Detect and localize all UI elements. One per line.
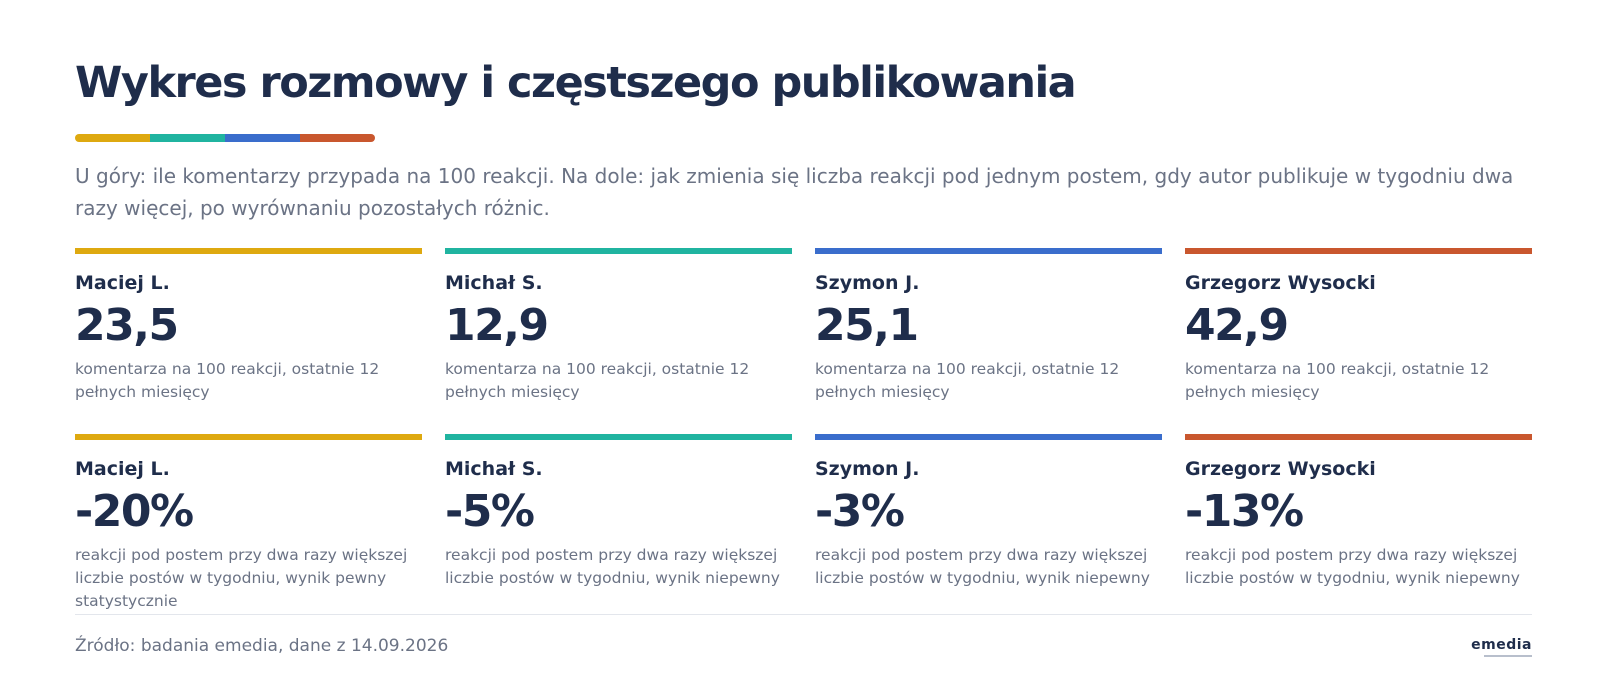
card-metric-description: reakcji pod postem przy dwa razy większe… <box>75 546 408 610</box>
card-color-bar <box>75 434 422 440</box>
card-color-bar <box>1185 248 1532 254</box>
card-metric-value: -20% <box>75 486 194 537</box>
card-metric-description: komentarza na 100 reakcji, ostatnie 12 p… <box>445 360 750 401</box>
metric-card: Szymon J. 25,1 komentarza na 100 reakcji, … <box>815 248 1162 404</box>
comments-per-reactions-row: Maciej L. 23,5 komentarza na 100 reakcji, … <box>75 248 1532 404</box>
card-metric-description: reakcji pod postem przy dwa razy większe… <box>815 546 1150 587</box>
card-metric-description: reakcji pod postem przy dwa razy większe… <box>445 546 780 587</box>
card-color-bar <box>75 248 422 254</box>
metric-card: Michał S. -5% reakcji pod postem przy dwa … <box>445 434 792 613</box>
logo-underline <box>1484 655 1532 657</box>
card-person-name: Szymon J. <box>815 458 920 480</box>
metric-card: Michał S. 12,9 komentarza na 100 reakcji, … <box>445 248 792 404</box>
page-subtitle: U góry: ile komentarzy przypada na 100 r… <box>75 164 1514 220</box>
emedia-logo: emedia <box>1471 638 1532 657</box>
card-color-bar <box>445 434 792 440</box>
card-metric-value: 42,9 <box>1185 300 1289 351</box>
metric-card: Maciej L. -20% reakcji pod postem przy dwa… <box>75 434 422 613</box>
page-title: Wykres rozmowy i częstszego publikowania <box>75 58 1077 108</box>
card-metric-value: 12,9 <box>445 300 549 351</box>
accent-segment-orange <box>300 134 375 142</box>
metric-card: Grzegorz Wysocki 42,9 komentarza na 100 re… <box>1185 248 1532 404</box>
accent-color-bar <box>75 134 375 142</box>
metric-card: Grzegorz Wysocki -13% reakcji pod postem p… <box>1185 434 1532 613</box>
metric-card: Szymon J. -3% reakcji pod postem przy dwa … <box>815 434 1162 613</box>
reaction-change-row: Maciej L. -20% reakcji pod postem przy dwa… <box>75 434 1532 613</box>
card-person-name: Michał S. <box>445 272 543 294</box>
accent-segment-teal <box>150 134 225 142</box>
card-metric-description: komentarza na 100 reakcji, ostatnie 12 p… <box>1185 360 1490 401</box>
card-person-name: Maciej L. <box>75 272 170 294</box>
card-metric-value: 23,5 <box>75 300 179 351</box>
source-note: Źródło: badania emedia, dane z 14.09.202… <box>75 636 449 656</box>
card-metric-value: -3% <box>815 486 905 537</box>
card-metric-description: komentarza na 100 reakcji, ostatnie 12 p… <box>75 360 380 401</box>
card-color-bar <box>445 248 792 254</box>
footer-divider <box>75 614 1532 615</box>
card-metric-value: 25,1 <box>815 300 919 351</box>
card-person-name: Michał S. <box>445 458 543 480</box>
card-metric-value: -13% <box>1185 486 1304 537</box>
card-color-bar <box>815 248 1162 254</box>
metric-card: Maciej L. 23,5 komentarza na 100 reakcji, … <box>75 248 422 404</box>
card-color-bar <box>1185 434 1532 440</box>
card-metric-value: -5% <box>445 486 535 537</box>
accent-segment-blue <box>225 134 300 142</box>
card-person-name: Grzegorz Wysocki <box>1185 458 1376 480</box>
card-color-bar <box>815 434 1162 440</box>
card-person-name: Grzegorz Wysocki <box>1185 272 1376 294</box>
card-person-name: Szymon J. <box>815 272 920 294</box>
card-metric-description: komentarza na 100 reakcji, ostatnie 12 p… <box>815 360 1120 401</box>
card-person-name: Maciej L. <box>75 458 170 480</box>
logo-wordmark: emedia <box>1471 637 1532 653</box>
card-metric-description: reakcji pod postem przy dwa razy większe… <box>1185 546 1520 587</box>
accent-segment-yellow <box>75 134 150 142</box>
